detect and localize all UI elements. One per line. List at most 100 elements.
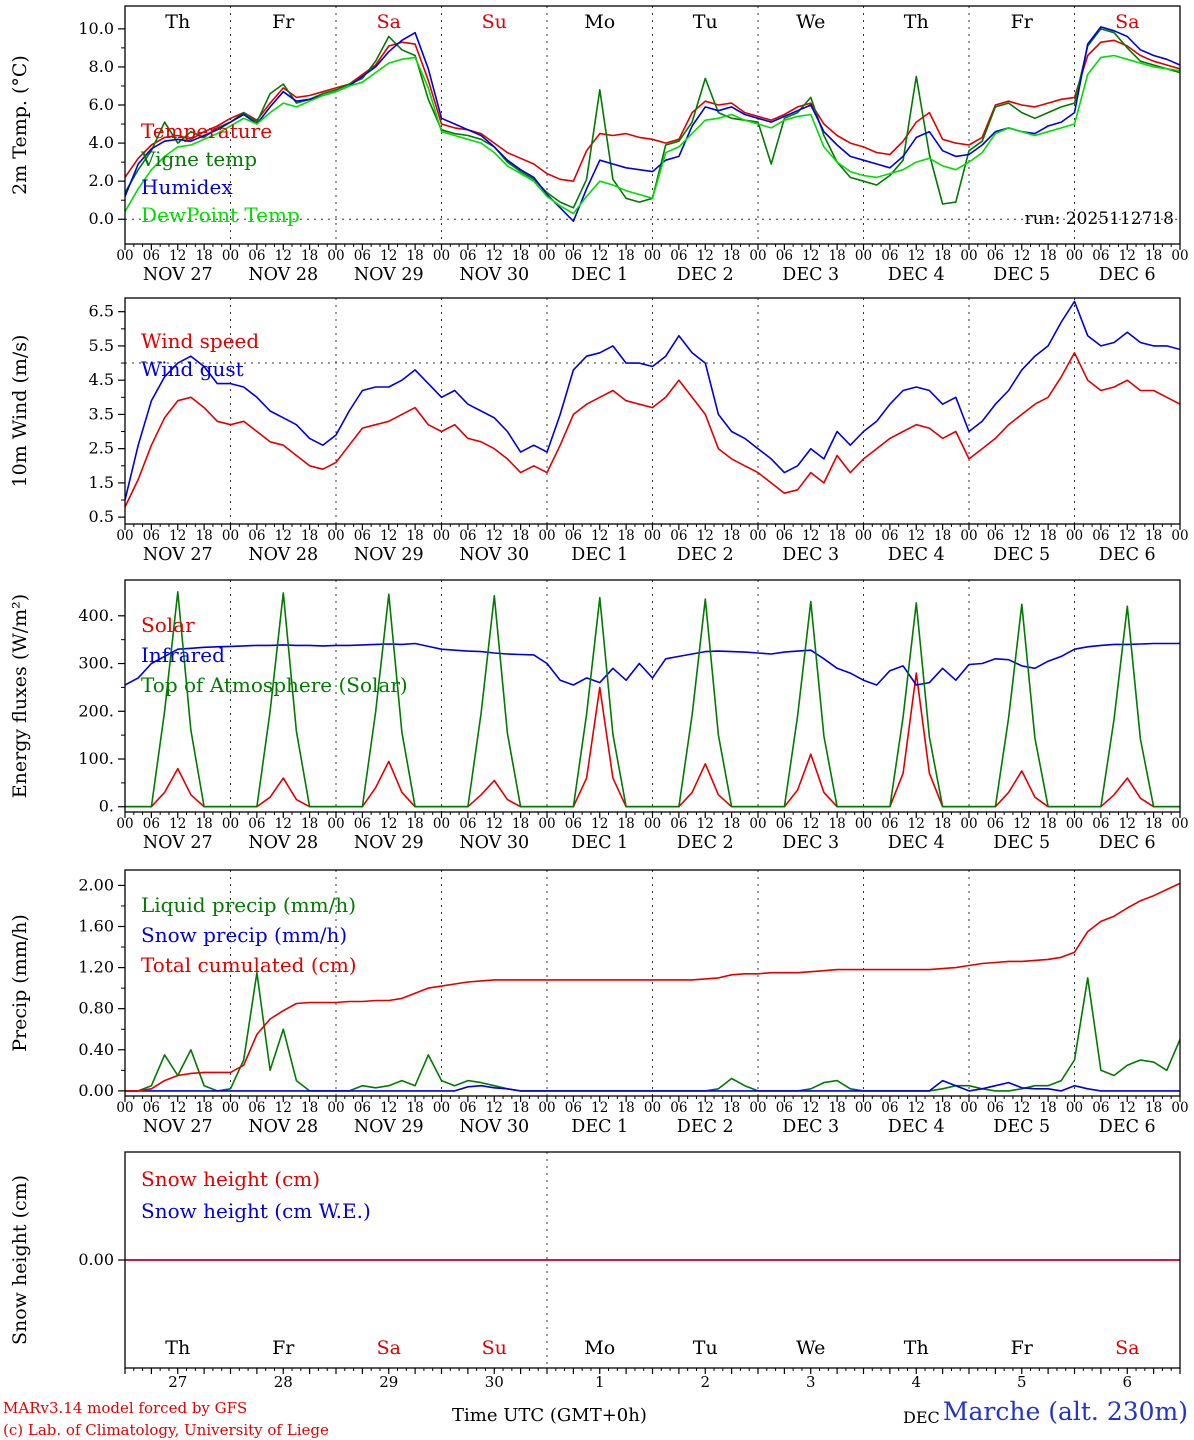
date-label: NOV 30 [459,833,529,853]
hour-label: 00 [538,528,555,544]
hour-label: 06 [354,528,371,544]
hour-label: 18 [1040,248,1057,264]
hour-label: 12 [1119,816,1136,832]
hour-label: 18 [407,1100,424,1116]
day-number-label: 29 [379,1373,398,1391]
hour-label: 18 [301,1100,318,1116]
hour-label: 00 [222,1100,239,1116]
hour-label: 06 [565,1100,582,1116]
date-label: NOV 29 [354,833,424,853]
day-name-label: Fr [272,1337,295,1359]
date-label: DEC 6 [1099,1117,1156,1137]
day-number-label: 6 [1122,1373,1132,1391]
hour-label: 18 [618,248,635,264]
hour-label: 00 [1066,528,1083,544]
hour-label: 06 [143,528,160,544]
hour-label: 18 [301,528,318,544]
hour-label: 12 [380,1100,397,1116]
day-number-label: 28 [274,1373,293,1391]
day-number-label: 27 [168,1373,187,1391]
date-label: DEC 4 [888,265,945,285]
date-label: NOV 27 [143,833,213,853]
hour-label: 00 [327,816,344,832]
y-tick-label: 4.5 [89,370,114,389]
hour-label: 06 [459,248,476,264]
hour-label: 12 [802,248,819,264]
y-axis-title: 2m Temp. (°C) [9,55,31,195]
hour-label: 06 [1092,816,1109,832]
hour-label: 12 [1013,1100,1030,1116]
day-name-label: Th [165,1337,190,1359]
hour-label: 18 [934,816,951,832]
date-label: DEC 2 [677,833,734,853]
hour-label: 00 [749,248,766,264]
hour-label: 06 [987,528,1004,544]
y-tick-label: 0.5 [89,507,114,526]
y-axis-title: Energy fluxes (W/m²) [9,594,31,798]
top-of-atmosphere-solar-line [125,591,1180,808]
hour-label: 06 [881,248,898,264]
hour-label: 12 [380,528,397,544]
legend-humidex: Humidex [141,175,233,199]
hour-label: 06 [459,816,476,832]
hour-label: 00 [116,1100,133,1116]
hour-label: 06 [143,248,160,264]
date-label: DEC 6 [1099,545,1156,565]
wind-gust-line [125,300,1180,501]
day-name-label: Sa [1115,1337,1139,1359]
hour-label: 12 [697,528,714,544]
day-name-label: Th [904,1337,929,1359]
hour-label: 18 [1145,816,1162,832]
hour-label: 00 [538,248,555,264]
hour-label: 00 [960,528,977,544]
hour-label: 06 [987,816,1004,832]
hour-label: 00 [749,528,766,544]
y-tick-label: 5.5 [89,336,114,355]
hour-label: 18 [618,816,635,832]
legend-solar: Solar [141,613,195,637]
hour-label: 06 [670,528,687,544]
hour-label: 00 [116,816,133,832]
legend-infrared: Infrared [141,643,225,667]
date-label: DEC 1 [571,265,628,285]
hour-label: 12 [169,1100,186,1116]
hour-label: 18 [723,1100,740,1116]
hour-label: 12 [486,248,503,264]
hour-label: 12 [169,528,186,544]
y-tick-label: 8.0 [89,57,114,76]
y-tick-label: 6.5 [89,302,114,321]
hour-label: 00 [222,528,239,544]
hour-label: 00 [960,248,977,264]
hour-label: 18 [1145,248,1162,264]
date-label: DEC 2 [677,545,734,565]
hour-label: 12 [591,248,608,264]
hour-label: 12 [697,816,714,832]
temperature-line [125,39,1180,182]
hour-label: 12 [697,1100,714,1116]
wind-speed-line [125,351,1180,508]
hour-label: 12 [591,1100,608,1116]
day-name-label: Sa [377,11,401,33]
date-label: NOV 29 [354,265,424,285]
legend-liquid-precip-mm-h: Liquid precip (mm/h) [141,893,356,917]
panel-energy-fluxes-w-m: 0. 100. 200. 300. 400. 00 06 12 18 00 06 12 18 00 06 12… [9,579,1189,853]
hour-label: 06 [776,816,793,832]
y-tick-label: 0.00 [78,1081,114,1100]
hour-label: 12 [380,816,397,832]
hour-label: 00 [1066,248,1083,264]
day-name-label: We [796,11,825,33]
hour-label: 06 [354,816,371,832]
panel-10m-wind-m-s: 0.5 1.5 2.5 3.5 4.5 5.5 6.5 00 06 12 18 00 06 12 18 00 0… [9,297,1189,565]
legend-total-cumulated-cm: Total cumulated (cm) [141,953,357,977]
date-label: DEC 4 [888,545,945,565]
legend-snow-precip-mm-h: Snow precip (mm/h) [141,923,347,947]
hour-label: 06 [881,528,898,544]
hour-label: 12 [169,816,186,832]
date-label: DEC 3 [782,833,839,853]
hour-label: 12 [486,1100,503,1116]
time-axis-label: Time UTC (GMT+0h) [452,1405,647,1426]
hour-label: 18 [301,248,318,264]
hour-label: 12 [1119,1100,1136,1116]
hour-label: 12 [486,816,503,832]
